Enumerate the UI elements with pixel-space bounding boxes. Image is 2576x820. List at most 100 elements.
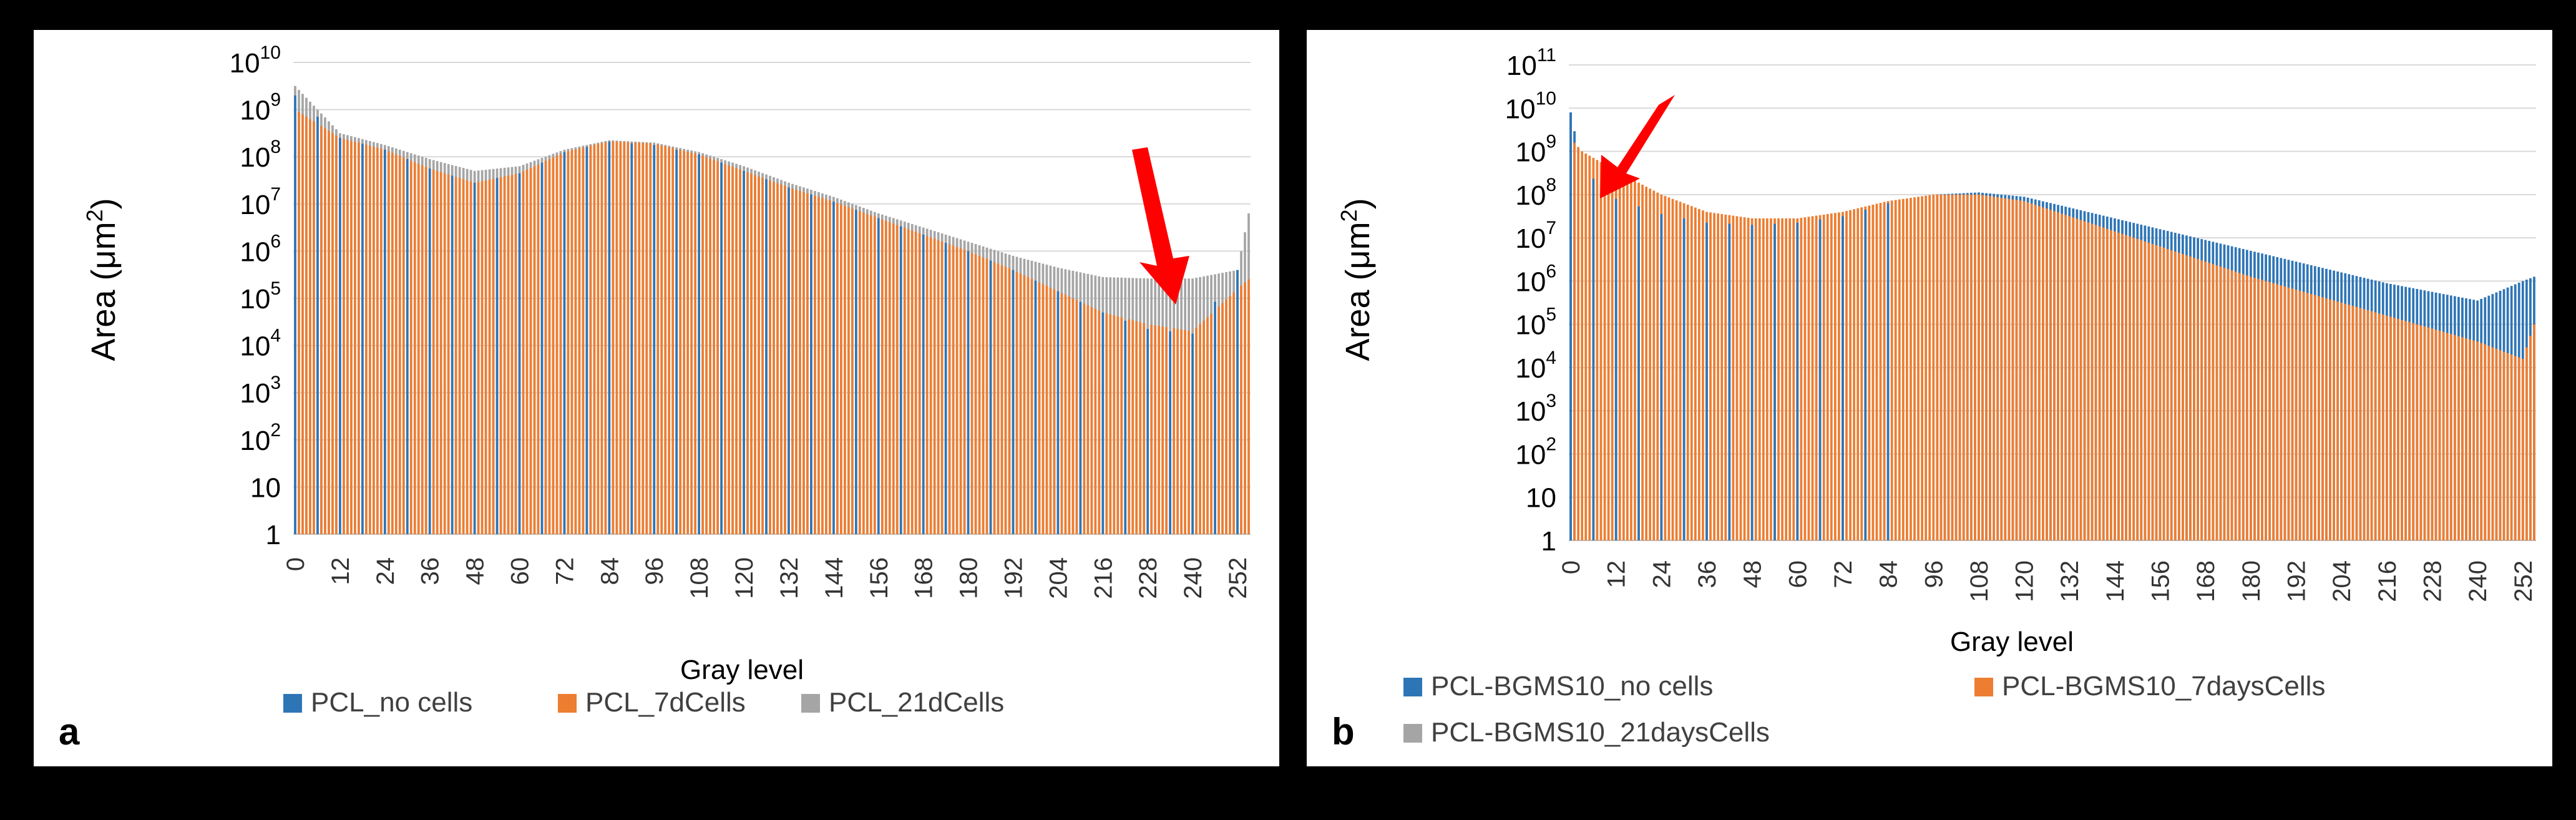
bar-top [1641, 184, 1644, 540]
x-tick-label: 144 [2102, 560, 2129, 602]
bar-no-cells [630, 143, 633, 535]
bar-no-cells [1012, 270, 1015, 534]
bar-top [1596, 160, 1599, 540]
x-tick-label: 240 [1179, 557, 1207, 599]
bar-7d [2321, 297, 2324, 540]
bar-7d [548, 159, 551, 535]
x-axis-label: Gray level [680, 655, 804, 685]
bar-top [1803, 217, 1807, 540]
bar-7d [2114, 231, 2116, 540]
legend: PCL_no cells PCL_7dCells PCL_21dCells [283, 687, 1004, 718]
bar-top [1860, 207, 1863, 540]
bar-top [1762, 218, 1765, 540]
bar-7d [409, 160, 412, 534]
bar-7d [2046, 208, 2048, 541]
bar-7d [2197, 259, 2199, 540]
y-axis-label: Area (μm2) [1336, 198, 1377, 361]
bar-7d [1221, 303, 1224, 534]
bar-7d [817, 197, 820, 535]
legend-item: PCL_no cells [283, 687, 472, 718]
bar-7d [2461, 337, 2464, 540]
bar-top [1588, 155, 1591, 541]
bar-7d [1116, 316, 1120, 534]
bar-no-cells [1842, 216, 1844, 540]
bar-7d [1008, 268, 1011, 534]
bar-7d [881, 219, 884, 534]
red-arrow-annotation [1132, 147, 1189, 305]
bar-7d [1090, 307, 1093, 534]
bar-no-cells [451, 175, 454, 534]
bar-7d [2514, 356, 2517, 540]
bar-top [1603, 164, 1606, 540]
bar-top [1584, 154, 1588, 540]
bar-7d [1019, 273, 1022, 534]
bar-7d [713, 160, 715, 534]
bar-7d [574, 149, 577, 535]
bar-7d [825, 199, 827, 534]
bar-top [1807, 217, 1810, 541]
bar-7d [2480, 343, 2483, 540]
bar-top [1754, 218, 1757, 540]
bar-7d [2064, 215, 2067, 540]
bar-7d [2431, 328, 2434, 540]
bar-no-cells [1056, 291, 1060, 534]
bar-7d [1049, 287, 1052, 534]
y-tick-label: 10 [250, 472, 281, 503]
bar-no-cells [540, 162, 544, 534]
bar-7d [1969, 194, 1973, 540]
bar-7d [683, 150, 686, 534]
bar-7d [1188, 330, 1190, 534]
bar-7d [2004, 198, 2007, 541]
bar-top [1626, 177, 1629, 540]
bar-7d [1023, 275, 1026, 534]
bar-7d [649, 143, 652, 535]
bar-top [1720, 213, 1724, 540]
bar-top [1577, 147, 1580, 541]
bar-7d [582, 147, 585, 534]
bar-7d [402, 157, 405, 534]
bar-7d [2265, 281, 2267, 540]
bar-top [1709, 212, 1712, 540]
bar-7d [2034, 205, 2037, 540]
bar-7d [907, 229, 910, 534]
bar-no-cells [877, 218, 880, 534]
bar-7d [638, 142, 641, 535]
bar-7d [2159, 246, 2162, 540]
bar-7d [301, 114, 304, 534]
bar-7d [593, 145, 596, 535]
bar-top [1702, 210, 1704, 541]
bar-no-cells [1169, 331, 1172, 534]
x-tick-label: 228 [1134, 557, 1162, 599]
bar-no-cells [1214, 301, 1216, 534]
bar-7d [982, 257, 985, 534]
bar-7d [2280, 285, 2283, 540]
bar-7d [2253, 278, 2256, 540]
bar-no-cells [608, 142, 611, 534]
bar-7d [1030, 278, 1033, 534]
y-tick-label: 109 [1515, 132, 1556, 168]
x-tick-label: 72 [551, 557, 578, 585]
bar-no-cells [788, 187, 790, 535]
bar-7d [1229, 296, 1231, 534]
bar-7d [2185, 255, 2188, 540]
bar-7d [2469, 339, 2471, 540]
bar-7d [1064, 295, 1067, 534]
bar-7d [2495, 348, 2498, 540]
bar-7d [754, 175, 756, 534]
bar-top [1921, 196, 1923, 541]
bar-7d [2174, 251, 2177, 540]
bar-top [1724, 214, 1727, 540]
bar-7d [2155, 245, 2158, 540]
bar-7d [2105, 228, 2109, 540]
bar-7d [555, 155, 559, 534]
panel-label: a [59, 711, 80, 753]
bar-top [1607, 166, 1610, 540]
bar-no-cells [989, 260, 992, 534]
x-tick-label: 96 [1920, 560, 1948, 588]
bar-no-cells [698, 154, 701, 535]
bar-7d [1943, 194, 1946, 540]
bar-7d [2140, 240, 2143, 540]
bar-7d [1094, 309, 1097, 534]
bar-7d [424, 167, 427, 534]
bar-7d [2499, 350, 2502, 540]
